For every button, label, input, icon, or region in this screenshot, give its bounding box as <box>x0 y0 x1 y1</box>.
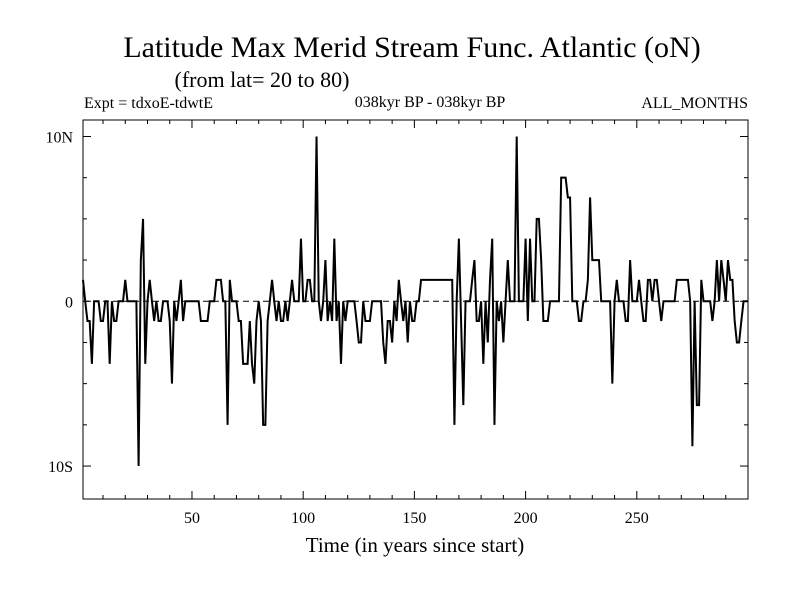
x-tick-label: 150 <box>402 510 426 527</box>
y-tick-label: 10N <box>45 129 73 146</box>
plot-frame <box>82 119 749 500</box>
x-tick-label: 100 <box>291 510 315 527</box>
x-tick-label: 250 <box>625 510 649 527</box>
chart-title: Latitude Max Merid Stream Func. Atlantic… <box>123 31 700 64</box>
x-tick-label: 50 <box>184 510 200 527</box>
series-line <box>82 136 748 467</box>
x-tick-label: 200 <box>514 510 538 527</box>
period-label: 038kyr BP - 038kyr BP <box>355 94 506 111</box>
season-label: ALL_MONTHS <box>641 95 748 112</box>
y-tick-label: 0 <box>65 294 73 311</box>
y-tick-label: 10S <box>48 459 73 476</box>
x-axis-label: Time (in years since start) <box>306 533 525 557</box>
x-axis: 50 100 150 200 250 <box>102 120 749 527</box>
chart-subtitle: (from lat= 20 to 80) <box>175 67 350 92</box>
expt-label: Expt = tdxoE-tdwtE <box>84 95 213 112</box>
y-axis: 10S 0 10N <box>45 129 748 476</box>
